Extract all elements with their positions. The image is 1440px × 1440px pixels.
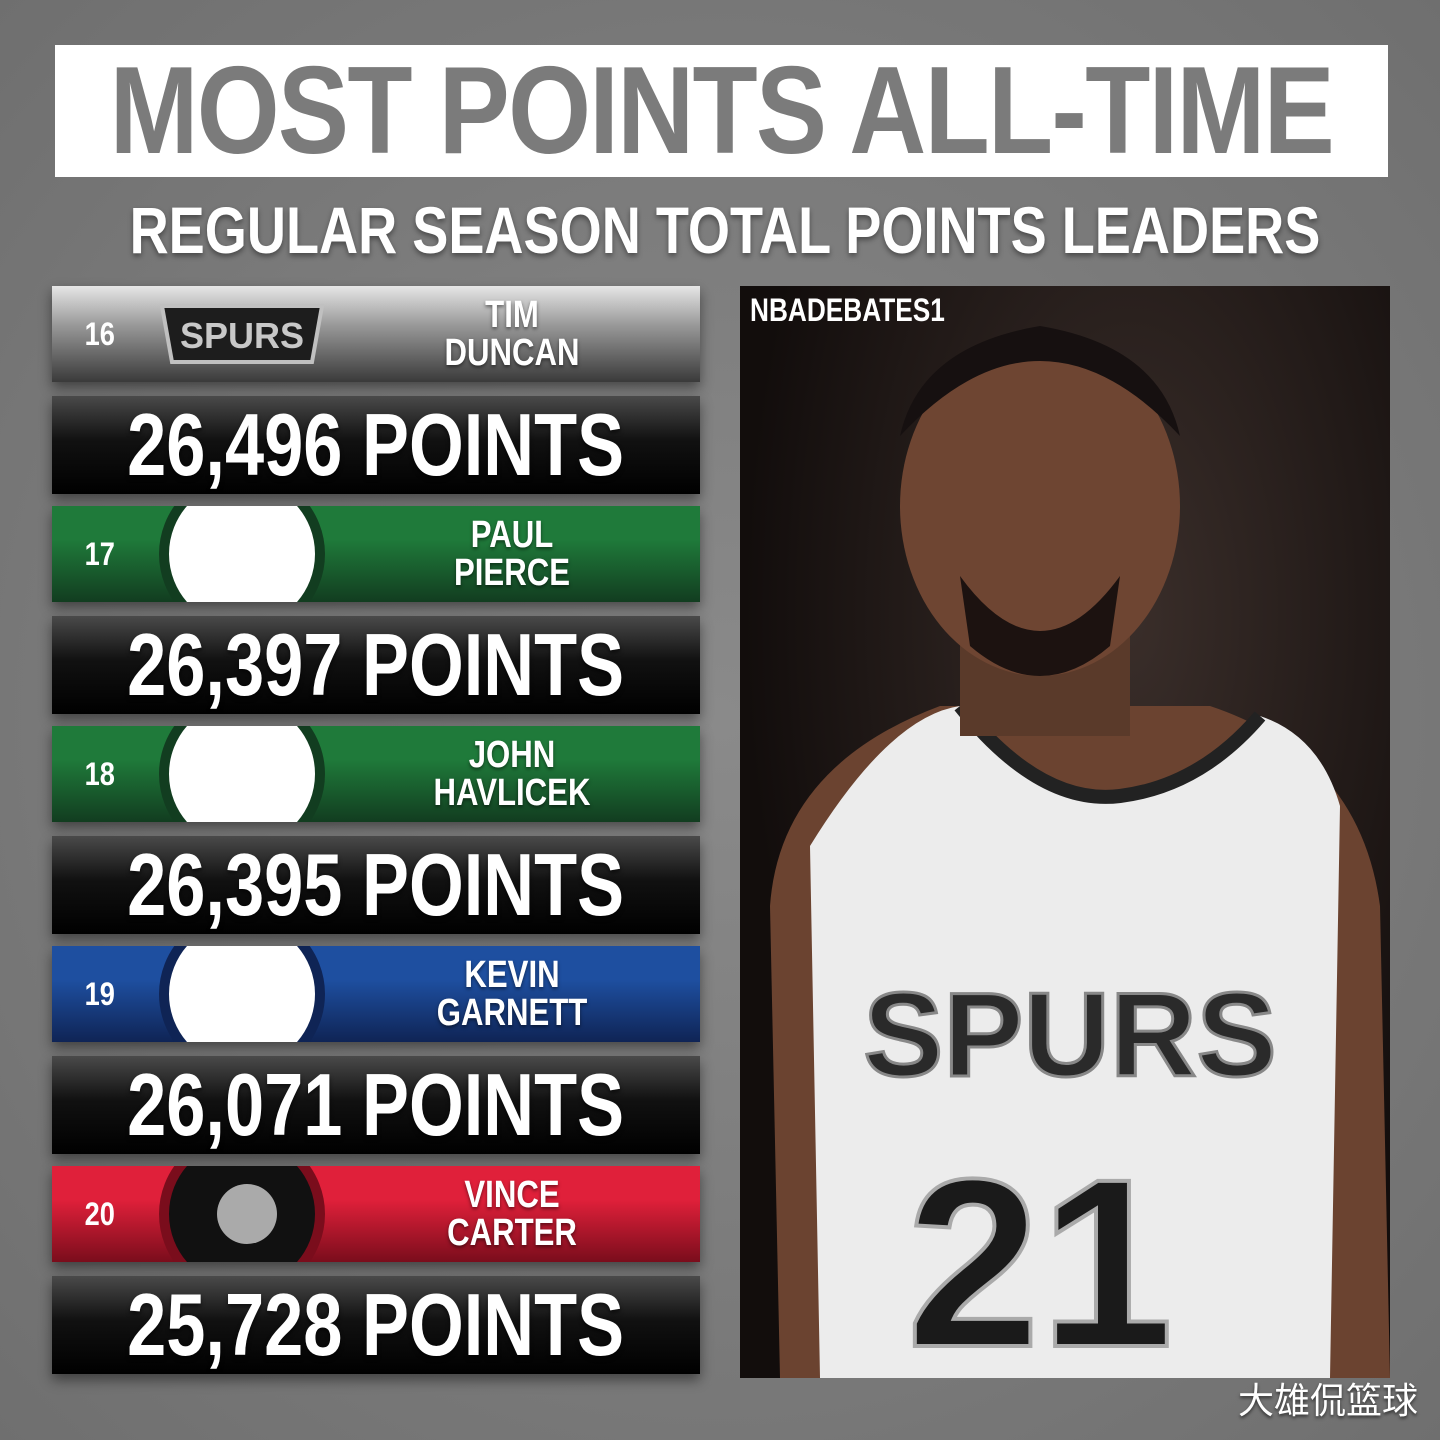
points-total: 26,397 POINTS [127, 616, 625, 714]
jersey-team: SPURS [863, 968, 1276, 1102]
san-antonio-spurs-logo-icon: SPURS [159, 304, 325, 364]
rank-number: 18 [84, 756, 115, 792]
player-header-row: 20 VINCE CARTER [52, 1166, 700, 1262]
player-name: JOHN HAVLICEK [433, 734, 591, 814]
title-banner: MOST POINTS ALL-TIME [55, 45, 1388, 177]
player-name: VINCE CARTER [447, 1174, 577, 1254]
points-bar: 26,496 POINTS [52, 396, 700, 494]
rank-number: 20 [84, 1196, 115, 1232]
points-bar: 25,728 POINTS [52, 1276, 700, 1374]
player-photo: SPURS 21 NBADEBATES1 [740, 286, 1390, 1378]
player-name: TIM DUNCAN [444, 294, 580, 374]
points-bar: 26,395 POINTS [52, 836, 700, 934]
watermark: 大雄侃篮球 [1237, 1381, 1418, 1422]
jersey-number: 21 [907, 1129, 1174, 1378]
minnesota-timberwolves-logo-icon [159, 946, 325, 1042]
points-total: 26,395 POINTS [127, 836, 625, 934]
points-bar: 26,071 POINTS [52, 1056, 700, 1154]
svg-text:SPURS: SPURS [180, 315, 304, 356]
rank-number: 19 [84, 976, 115, 1012]
player-name: KEVIN GARNETT [436, 954, 588, 1034]
toronto-raptors-logo-icon [159, 1166, 325, 1262]
player-header-row: 18 JOHN HAVLICEK [52, 726, 700, 822]
player-header-row: 16 SPURS TIM DUNCAN [52, 286, 700, 382]
player-header-row: 17 PAUL PIERCE [52, 506, 700, 602]
points-bar: 26,397 POINTS [52, 616, 700, 714]
photo-credit: NBADEBATES1 [750, 292, 945, 328]
player-header-row: 19 KEVIN GARNETT [52, 946, 700, 1042]
points-total: 25,728 POINTS [127, 1276, 625, 1374]
player-photo-illustration: SPURS 21 [770, 326, 1390, 1378]
page-title: MOST POINTS ALL-TIME [109, 45, 1335, 177]
player-name: PAUL PIERCE [453, 514, 571, 594]
rank-number: 17 [84, 536, 115, 572]
boston-celtics-logo-icon [159, 506, 325, 602]
boston-celtics-logo-icon [159, 726, 325, 822]
rank-number: 16 [84, 316, 115, 352]
points-total: 26,496 POINTS [127, 396, 625, 494]
subtitle: REGULAR SEASON TOTAL POINTS LEADERS [129, 193, 1321, 267]
points-total: 26,071 POINTS [127, 1056, 625, 1154]
